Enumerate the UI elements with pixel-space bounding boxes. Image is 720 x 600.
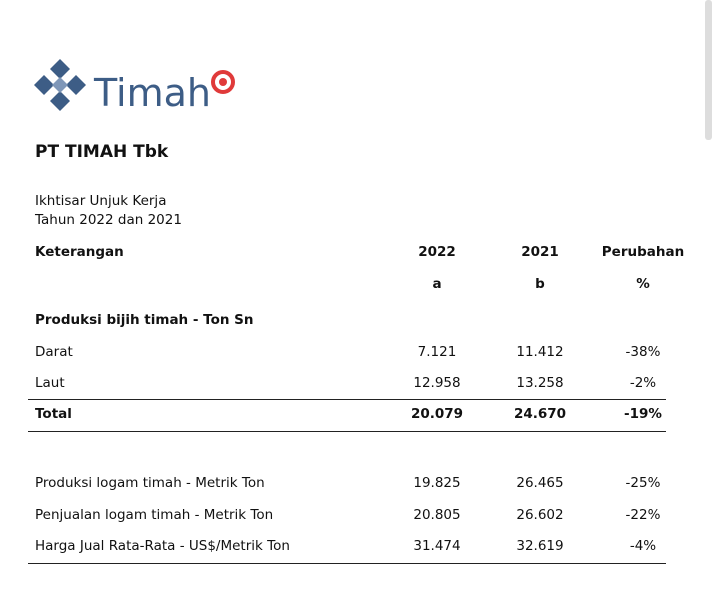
row-value: 20.079 bbox=[410, 406, 464, 422]
row-value: 19.825 bbox=[413, 475, 461, 491]
subheader-cell: a bbox=[432, 276, 442, 292]
row-label: Laut bbox=[35, 374, 65, 391]
company-name: PT TIMAH Tbk bbox=[35, 142, 169, 162]
header-cell: 2022 bbox=[418, 244, 456, 260]
row-label: Darat bbox=[35, 344, 73, 360]
row-value: -19% bbox=[624, 406, 662, 422]
subtitle: Ikhtisar Unjuk Kerja bbox=[35, 193, 167, 209]
header-cell: 2021 bbox=[521, 244, 559, 260]
row-value: 31.474 bbox=[413, 538, 461, 554]
row-value: 7.121 bbox=[417, 344, 457, 360]
row-label: Produksi logam timah - Metrik Ton bbox=[35, 475, 265, 491]
logo-mark bbox=[211, 70, 235, 94]
row-value: -38% bbox=[625, 344, 661, 360]
header-cell: Keterangan bbox=[35, 244, 124, 260]
logo-text: Timah bbox=[93, 71, 211, 115]
row-value: 11.412 bbox=[516, 344, 564, 360]
rule bbox=[28, 563, 666, 564]
row-value: -25% bbox=[625, 475, 661, 491]
row-value: -2% bbox=[629, 374, 657, 391]
scrollbar bbox=[705, 0, 712, 140]
row-label: Penjualan logam timah - Metrik Ton bbox=[35, 506, 274, 523]
logo-mark-dot bbox=[219, 78, 227, 86]
row-value: 26.465 bbox=[516, 475, 564, 491]
row-value: 13.258 bbox=[516, 374, 564, 391]
row-value: 26.602 bbox=[516, 506, 564, 523]
header-cell: Perubahan bbox=[601, 244, 685, 260]
row-value: 32.619 bbox=[516, 538, 564, 554]
section-title: Produksi bijih timah - Ton Sn bbox=[35, 312, 254, 328]
subtitle: Tahun 2022 dan 2021 bbox=[35, 212, 182, 228]
row-value: 24.670 bbox=[513, 406, 567, 422]
logo-icon bbox=[34, 59, 86, 111]
row-value: -22% bbox=[625, 506, 661, 523]
row-value: 12.958 bbox=[413, 374, 461, 391]
rule bbox=[28, 431, 666, 432]
subheader-cell: % bbox=[636, 276, 650, 292]
row-label: Total bbox=[35, 406, 72, 422]
logo: Timah bbox=[34, 59, 235, 115]
rule bbox=[28, 399, 666, 400]
subheader-cell: b bbox=[535, 276, 545, 292]
row-value: 20.805 bbox=[413, 506, 461, 523]
row-value: -4% bbox=[629, 538, 657, 554]
row-label: Harga Jual Rata-Rata - US$/Metrik Ton bbox=[35, 538, 290, 554]
